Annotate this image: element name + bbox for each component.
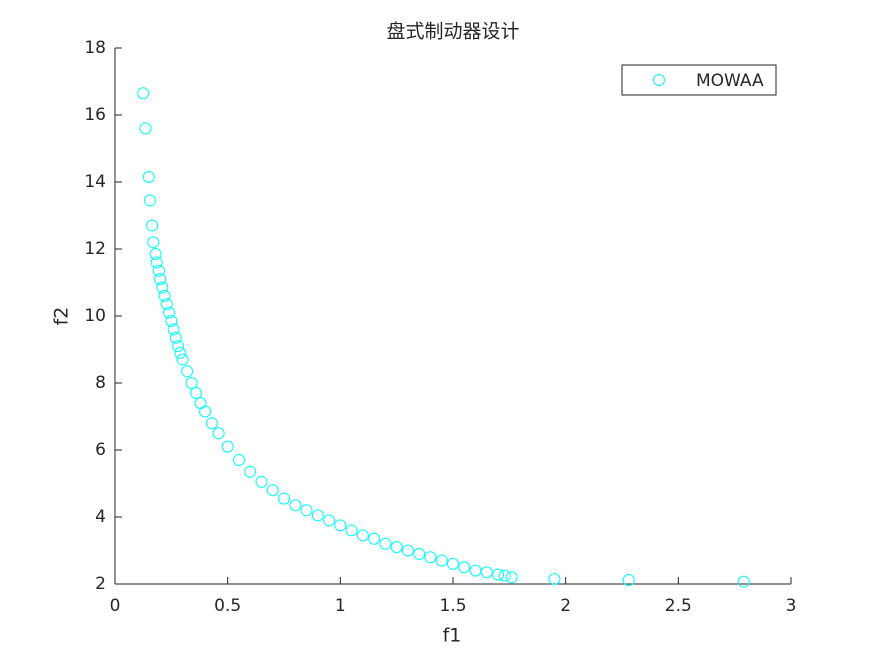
point [137,87,150,100]
x-tick-label: 3 [786,596,797,616]
point [152,264,165,277]
point [160,298,173,311]
y-tick-label: 14 [84,172,106,192]
point [167,323,180,336]
point [505,571,518,584]
x-axis-label: f1 [443,625,462,647]
point [300,504,313,517]
point [176,353,189,366]
chart-title: 盘式制动器设计 [386,21,519,43]
point [156,281,169,294]
y-axis-label: f2 [51,307,73,326]
point [492,568,505,581]
point [158,289,171,302]
x-tick-label: 0.5 [214,596,241,616]
x-tick-label: 1 [335,596,346,616]
point [244,465,257,478]
x-tick-label: 0 [110,596,121,616]
legend-marker [653,74,665,86]
y-tick-label: 12 [84,239,106,259]
point [212,427,225,440]
point [379,537,392,550]
point [142,170,155,183]
point [199,405,212,418]
point [469,564,482,577]
y-tick-label: 2 [95,574,106,594]
point [150,256,163,269]
point [185,377,198,389]
y-tick-label: 10 [84,306,106,326]
point [181,365,194,378]
point [413,547,426,560]
point [345,524,358,537]
point [334,519,347,532]
point [458,561,471,574]
y-tick-label: 18 [84,38,106,58]
point [447,557,459,570]
y-tick-label: 16 [84,105,106,125]
point [289,499,302,512]
point [163,306,176,319]
point [548,572,561,585]
y-tick-label: 8 [95,373,106,393]
point [221,440,234,453]
legend-box [621,64,777,96]
point [311,509,324,522]
point [278,492,290,505]
y-tick-label: 4 [95,507,106,527]
point [232,454,245,467]
point [165,315,178,328]
point [146,219,159,232]
point [424,551,437,564]
point [266,484,279,497]
point [172,340,185,353]
point [147,236,160,249]
point [356,529,369,542]
point [205,417,218,430]
point [390,541,403,554]
legend-label: MOWAA [696,71,764,91]
point [154,273,167,286]
x-tick-label: 2.5 [665,596,692,616]
x-tick-label: 2 [560,596,571,616]
point [498,569,511,582]
point [622,573,635,586]
point [139,122,152,135]
point [143,194,156,207]
point [169,331,182,344]
point [190,387,203,400]
point [435,554,448,567]
point [480,566,493,579]
x-tick-label: 1.5 [439,596,466,616]
y-tick-label: 6 [95,440,106,460]
point [323,514,336,527]
point [401,544,414,557]
point [149,248,162,261]
point [255,475,268,488]
point [368,532,381,545]
point [737,575,750,588]
point [174,346,187,359]
